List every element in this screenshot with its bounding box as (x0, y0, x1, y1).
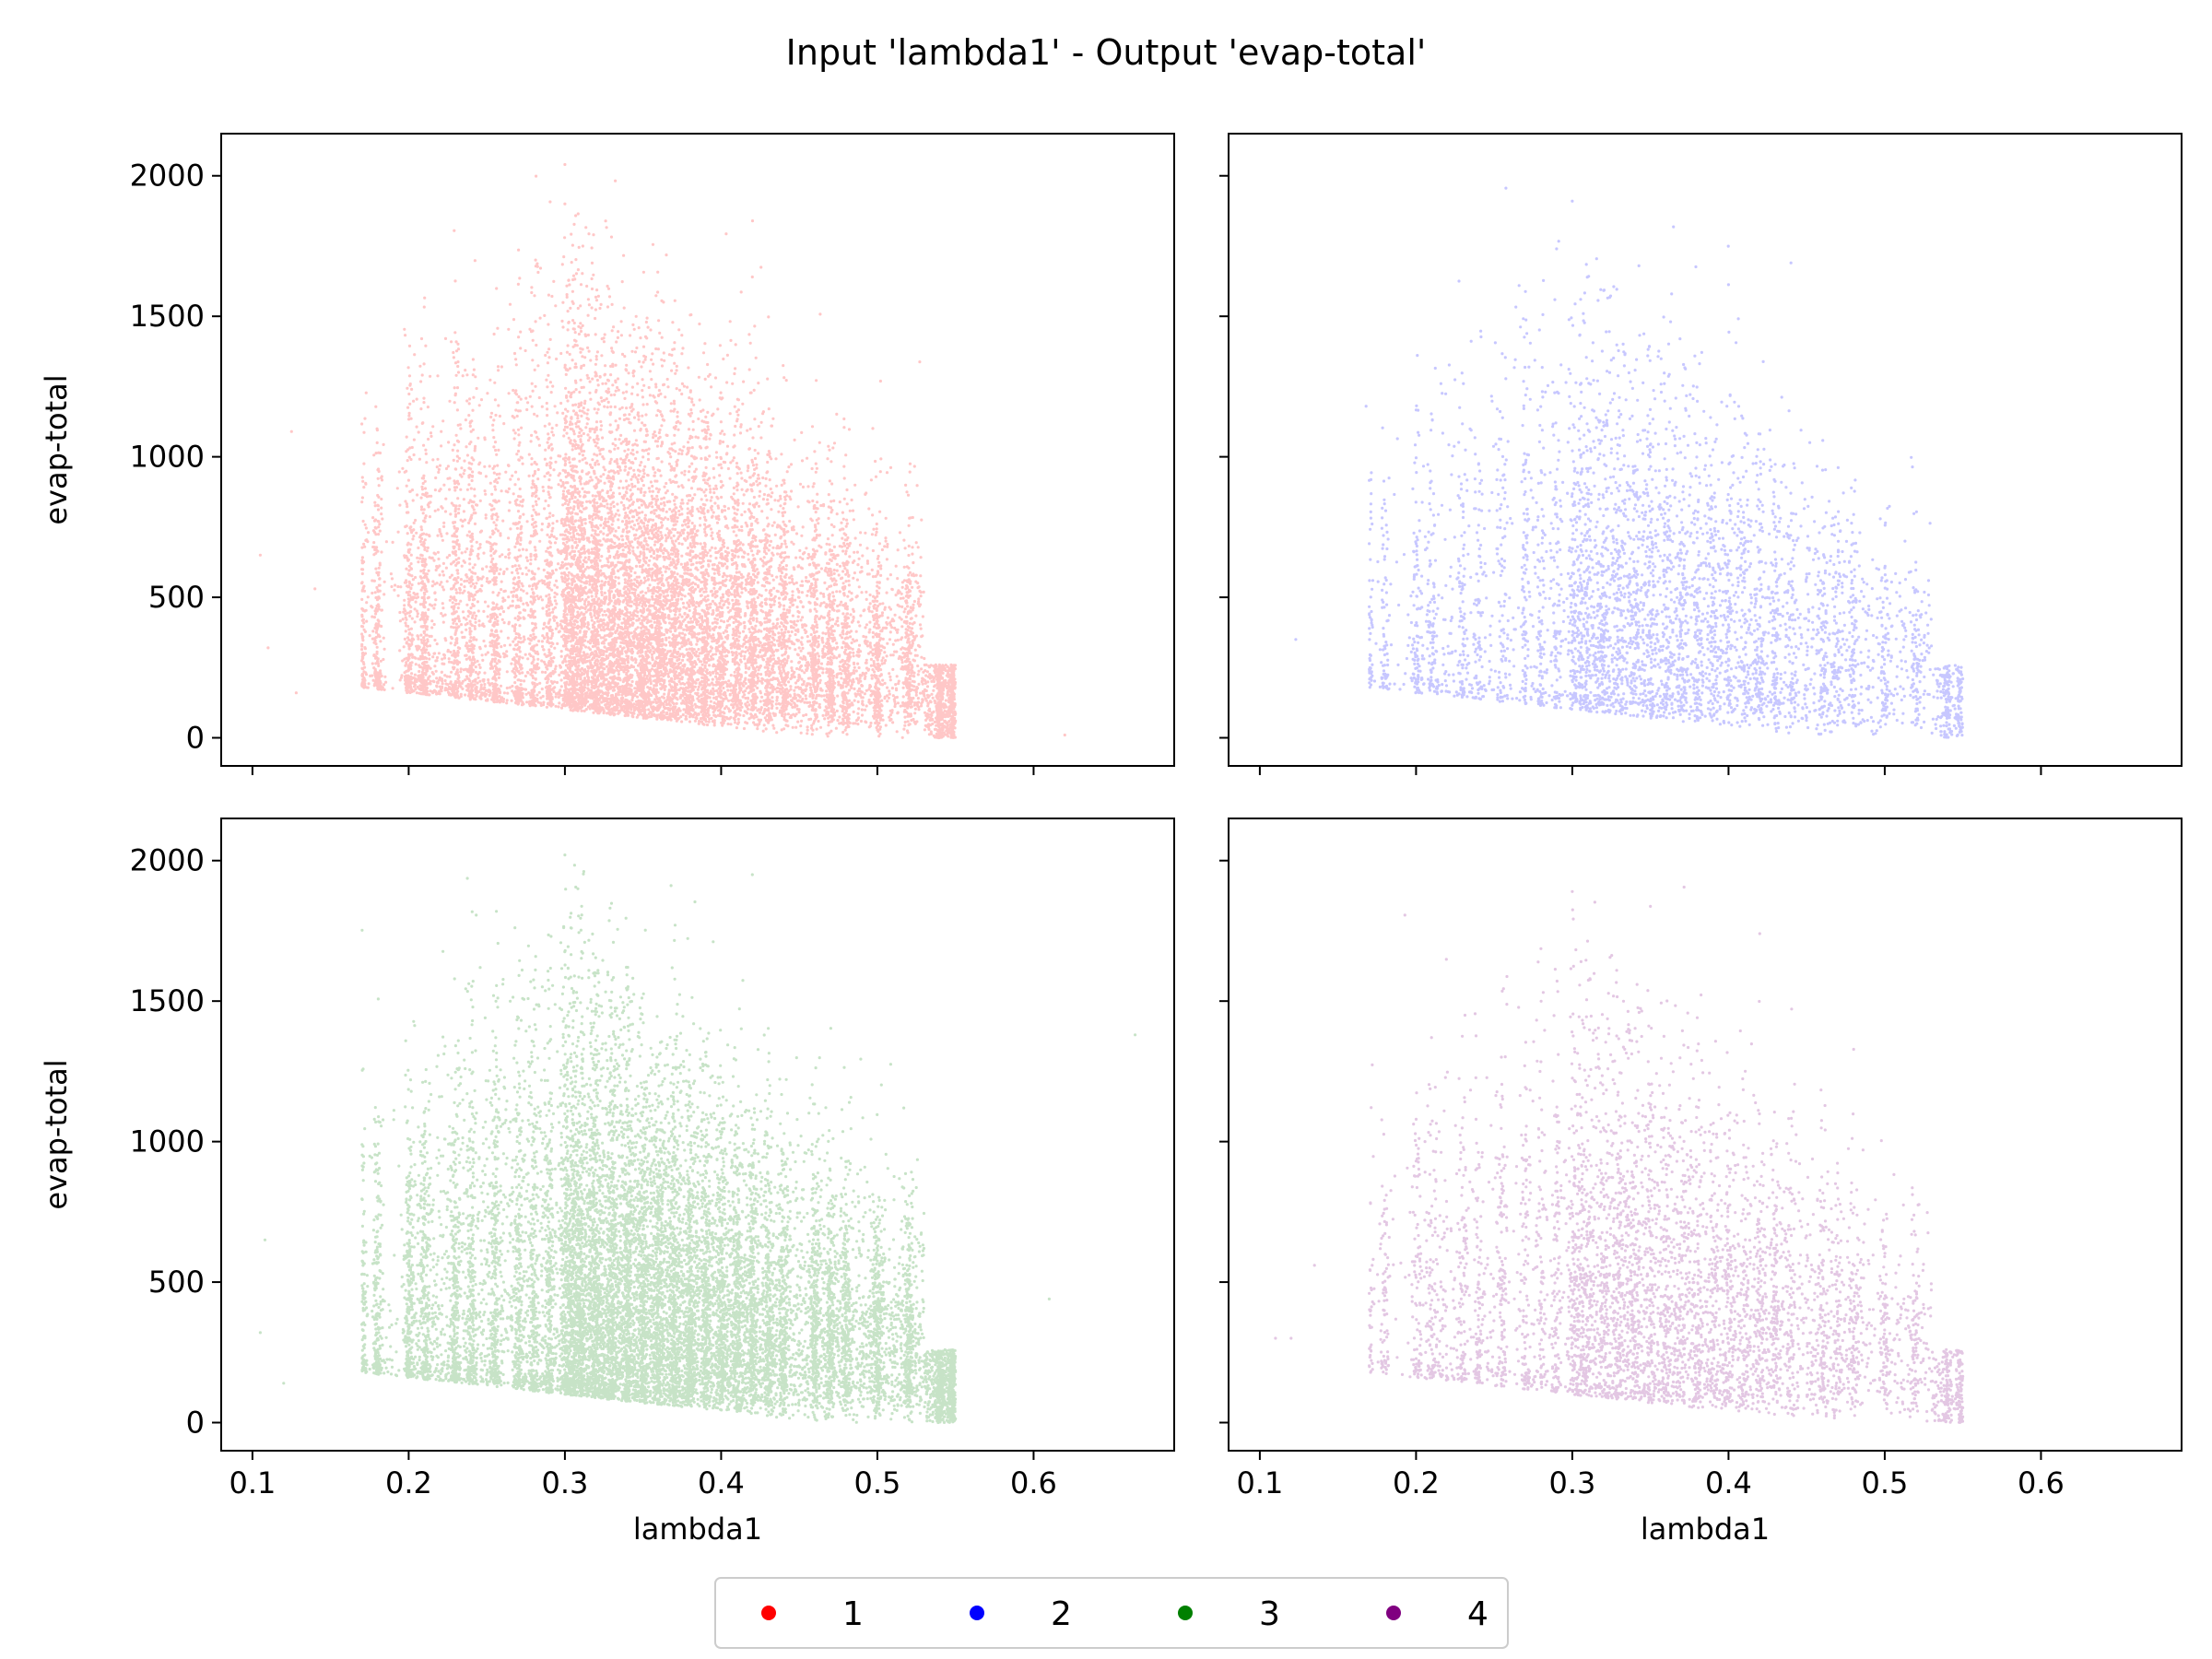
y-tick-label: 1500 (130, 299, 205, 334)
scatter-points-3 (258, 853, 1137, 1425)
legend-label-2: 2 (1051, 1595, 1072, 1633)
x-tick-label: 0.3 (541, 1465, 588, 1500)
x-tick-label: 0.6 (2018, 1465, 2065, 1500)
panel-1: 0 500 1000 1500 2000 evap-total (39, 133, 1175, 775)
legend-marker-1 (761, 1606, 776, 1620)
x-tick-label: 0.2 (385, 1465, 432, 1500)
axes-frame-3 (220, 818, 1175, 1452)
legend-entry-4: 4 (1386, 1595, 1488, 1633)
axes-frame-4 (1228, 818, 2183, 1452)
figure-title: Input 'lambda1' - Output 'evap-total' (786, 32, 1427, 73)
scatter-point-cloud-4 (1274, 885, 1965, 1424)
x-tick-label: 0.1 (229, 1465, 276, 1500)
legend-entry-2: 2 (970, 1595, 1072, 1633)
axes-frame-1 (220, 133, 1175, 767)
y-tick-label: 500 (148, 1265, 205, 1300)
y-tick-label: 1500 (130, 983, 205, 1018)
y-axis-label: evap-total (39, 1059, 74, 1209)
scatter-points-4 (1274, 885, 1965, 1424)
scatter-point-cloud-2 (1294, 186, 1965, 739)
y-tick-label: 500 (148, 580, 205, 615)
legend-entries: 1 2 3 4 (761, 1595, 1488, 1633)
x-axis-label: lambda1 (1641, 1512, 1770, 1547)
y-tick-label: 1000 (130, 1124, 205, 1159)
legend-marker-3 (1178, 1606, 1193, 1620)
legend-marker-2 (970, 1606, 984, 1620)
legend-frame (714, 1577, 1509, 1649)
x-tick-label: 0.1 (1236, 1465, 1283, 1500)
legend-label-1: 1 (842, 1595, 864, 1633)
y-tick-label: 2000 (130, 843, 205, 878)
legend: 1 2 3 4 (714, 1577, 1509, 1649)
legend-entry-3: 3 (1178, 1595, 1280, 1633)
x-tick-label: 0.5 (853, 1465, 900, 1500)
legend-label-3: 3 (1259, 1595, 1280, 1633)
x-tick-label: 0.4 (1705, 1465, 1752, 1500)
axes-frame-2 (1228, 133, 2183, 767)
x-axis-label: lambda1 (633, 1512, 762, 1547)
panel-2 (1219, 133, 2183, 775)
x-tick-label: 0.6 (1010, 1465, 1057, 1500)
scatter-points-1 (258, 162, 1066, 740)
y-tick-label: 2000 (130, 159, 205, 194)
x-tick-label: 0.3 (1548, 1465, 1595, 1500)
x-tick-label: 0.4 (698, 1465, 745, 1500)
y-tick-label: 0 (186, 721, 205, 756)
legend-marker-4 (1386, 1606, 1401, 1620)
y-tick-label: 0 (186, 1406, 205, 1441)
scatter-point-cloud-1 (258, 162, 1066, 740)
scatter-points-2 (1294, 186, 1965, 739)
x-tick-label: 0.2 (1393, 1465, 1440, 1500)
legend-entry-1: 1 (761, 1595, 864, 1633)
y-axis-label: evap-total (39, 374, 74, 524)
scatter-point-cloud-3 (258, 853, 1137, 1425)
panel-4: 0.1 0.2 0.3 0.4 0.5 0.6 lambda1 (1219, 818, 2183, 1547)
y-tick-label: 1000 (130, 440, 205, 475)
legend-label-4: 4 (1467, 1595, 1488, 1633)
x-tick-label: 0.5 (1861, 1465, 1908, 1500)
panel-3: 0.1 0.2 0.3 0.4 0.5 0.6 0 500 1000 1500 2000 lambda… (39, 818, 1175, 1547)
